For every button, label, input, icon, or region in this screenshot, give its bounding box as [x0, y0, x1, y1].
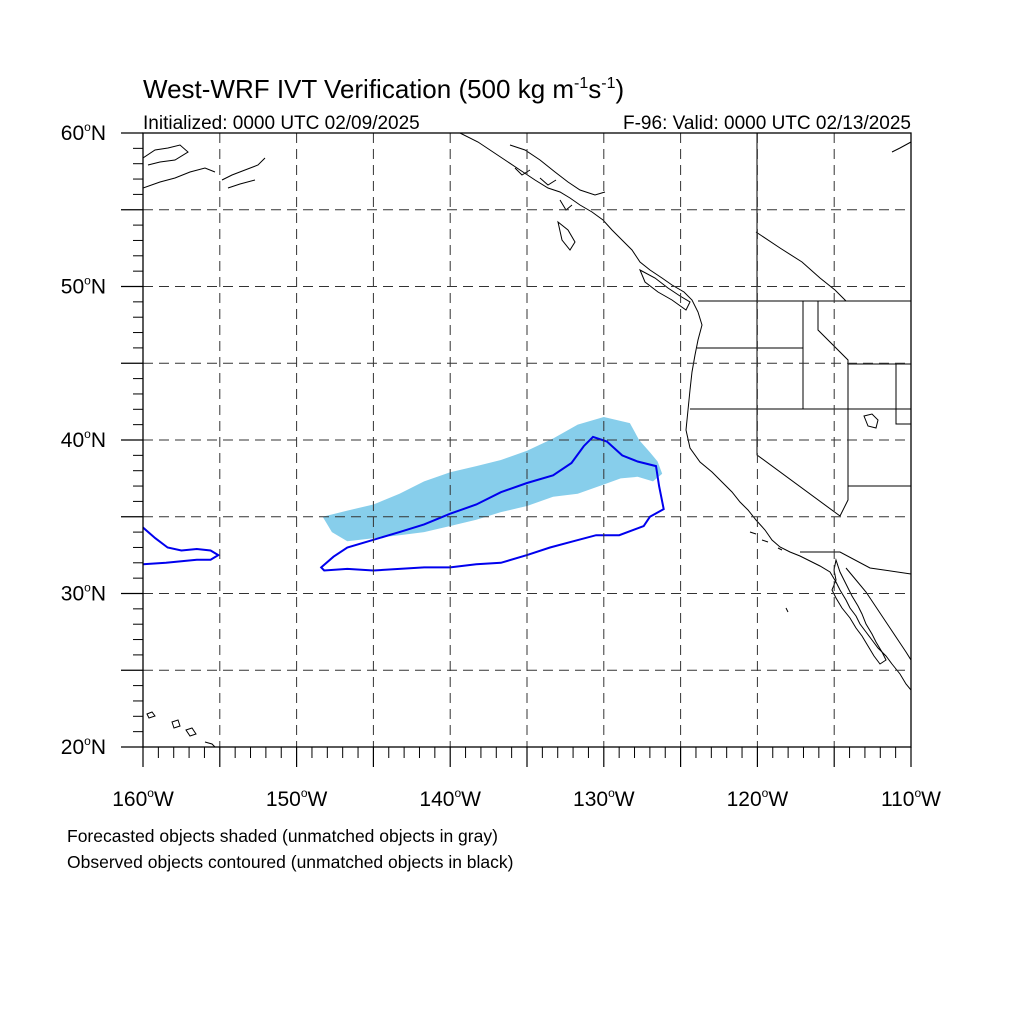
lon-tick-label: 150oW: [266, 786, 328, 811]
forecast-legend-note: Forecasted objects shaded (unmatched obj…: [67, 826, 498, 846]
valid-time-label: F-96: Valid: 0000 UTC 02/13/2025: [623, 113, 911, 134]
lat-tick-label: 20oN: [61, 734, 106, 759]
observed-objects: [143, 435, 665, 572]
map-title: West-WRF IVT Verification (500 kg m-1s-1…: [143, 74, 624, 104]
lat-tick-label: 50oN: [61, 274, 106, 299]
map-frame: [142, 132, 912, 748]
axis-labels: 20oN 30oN 40oN 50oN 60oN 160oW 150oW 140oW 130oW…: [61, 120, 941, 811]
aleutian-chain: [143, 144, 266, 189]
channel-islands: [749, 531, 789, 613]
lat-tick-label: 40oN: [61, 427, 106, 452]
state-borders: [690, 133, 911, 517]
lon-tick-label: 120oW: [727, 786, 789, 811]
alaska-bc-coastline: [459, 133, 911, 691]
graticule: [143, 133, 911, 747]
lon-tick-label: 140oW: [419, 786, 481, 811]
great-salt-lake: [863, 413, 879, 429]
forecast-ivt-object: [322, 417, 663, 542]
axis-ticks: [121, 132, 912, 767]
us-mexico-border: [800, 551, 911, 575]
observed-ivt-contour-2: [143, 526, 221, 566]
observed-legend-note: Observed objects contoured (unmatched ob…: [67, 852, 514, 872]
hawaii-islands: [146, 711, 216, 747]
lon-tick-label: 160oW: [112, 786, 174, 811]
coastline-layer: [143, 133, 911, 747]
lat-tick-label: 30oN: [61, 581, 106, 606]
gulf-of-california-coast: [845, 567, 911, 661]
baja-california: [831, 558, 887, 665]
alaska-inner-coast: [509, 144, 606, 196]
init-time-label: Initialized: 0000 UTC 02/09/2025: [143, 113, 420, 134]
gulf-alaska-islands: [514, 167, 576, 251]
vancouver-island: [639, 268, 691, 311]
lon-tick-label: 110oW: [881, 786, 941, 811]
alaska-northeast-coast: [891, 141, 911, 153]
lat-tick-label: 60oN: [61, 120, 106, 145]
lon-tick-label: 130oW: [573, 786, 635, 811]
observed-ivt-contour-1: [319, 435, 665, 572]
